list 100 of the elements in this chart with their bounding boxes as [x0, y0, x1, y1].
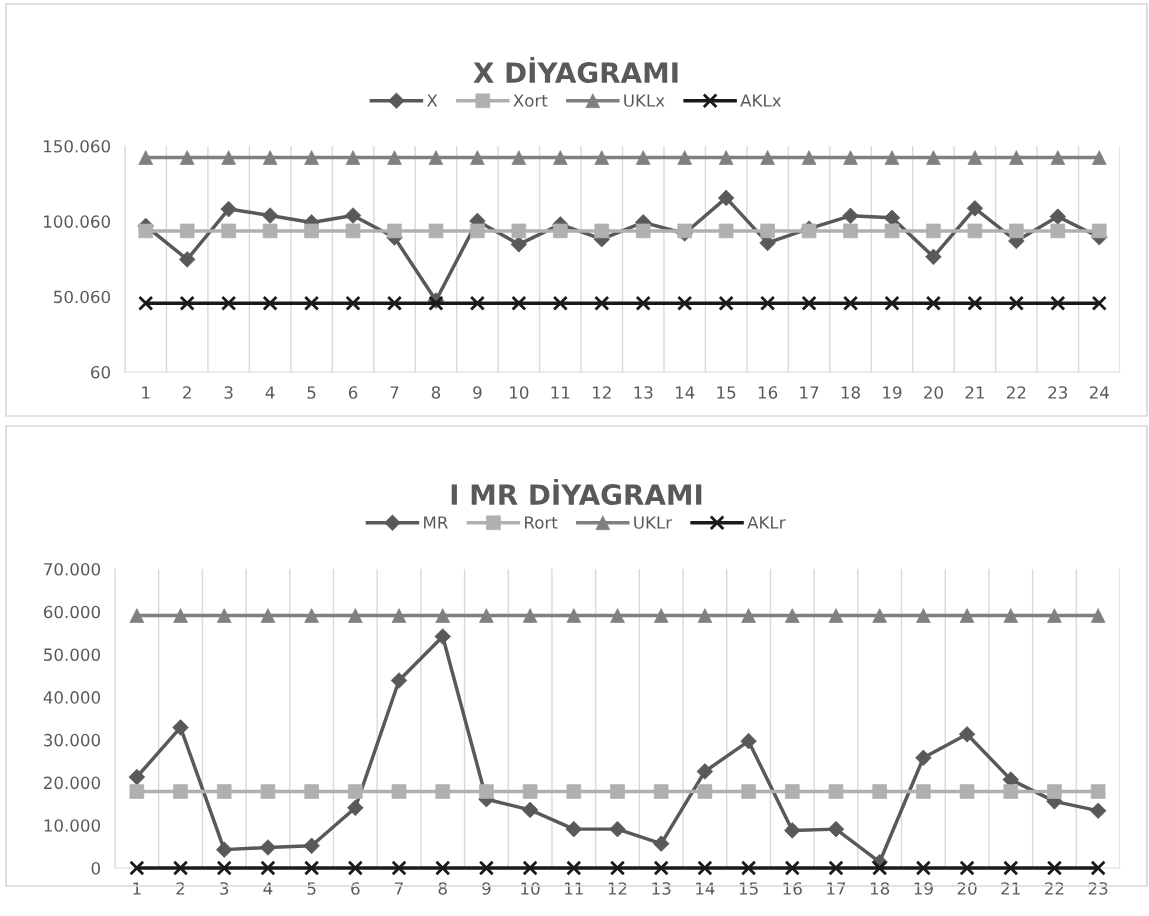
x-tick-label: 21: [1001, 882, 1020, 895]
point: [303, 837, 320, 854]
point: [179, 295, 195, 311]
y-tick-label: 20.000: [44, 776, 100, 790]
point: [759, 295, 776, 311]
y-tick-label: 150.060: [44, 139, 110, 153]
y-tick-label: 70.000: [44, 562, 100, 576]
x-tick-label: 20: [924, 386, 943, 399]
point: [138, 223, 154, 239]
point: [1003, 860, 1019, 876]
point: [884, 295, 900, 311]
point: [916, 608, 931, 623]
x-tick-label: 2: [183, 386, 191, 399]
x-tick-label: 4: [263, 882, 273, 895]
point: [262, 295, 278, 311]
x-tick-label: 22: [1006, 386, 1026, 399]
x-tick-label: 19: [883, 386, 902, 399]
point: [386, 295, 403, 311]
point: [609, 820, 626, 838]
point: [718, 295, 734, 311]
point: [842, 295, 859, 311]
point: [303, 295, 320, 311]
point: [959, 860, 975, 876]
point: [428, 223, 444, 239]
point: [221, 295, 237, 311]
x-tick-label: 7: [390, 386, 399, 399]
x-tick-label: 6: [351, 882, 360, 895]
x-tick-label: 12: [593, 386, 611, 399]
point: [697, 860, 713, 876]
point: [391, 860, 407, 876]
point: [1050, 223, 1066, 239]
point: [511, 223, 527, 239]
point: [760, 223, 775, 239]
y-tick-label: 100.060: [44, 215, 110, 228]
point: [915, 860, 932, 876]
point: [801, 295, 817, 311]
point: [925, 295, 942, 311]
point: [435, 860, 451, 876]
point: [390, 672, 408, 689]
x-tick-label: 24: [1089, 386, 1109, 399]
point: [842, 207, 859, 225]
x-tick-label: 11: [551, 386, 570, 399]
point: [828, 860, 844, 876]
point: [344, 207, 362, 224]
point: [221, 223, 236, 239]
y-tick-label: 50.000: [44, 648, 100, 661]
point: [1090, 860, 1106, 876]
x-tick-label: 15: [739, 882, 758, 895]
point: [522, 608, 538, 623]
x-tick-label: 13: [652, 882, 671, 895]
point: [345, 295, 361, 311]
point: [1050, 295, 1066, 311]
x-tick-label: 10: [510, 386, 529, 399]
x-tick-label: 6: [348, 386, 358, 399]
x-tick-label: 21: [965, 386, 984, 399]
x-tick-label: 22: [1045, 882, 1064, 895]
point: [696, 763, 714, 780]
y-tick-label: 30.000: [44, 733, 100, 747]
x-tick-label: 9: [482, 882, 491, 895]
y-tick-label: 50.060: [54, 290, 110, 304]
y-tick-label: 0: [91, 861, 100, 875]
chart-title: X DİYAGRAMI: [473, 56, 678, 84]
x-tick-label: 9: [473, 386, 482, 399]
point: [609, 860, 626, 876]
legend-label: MR: [424, 516, 448, 529]
point: [172, 860, 189, 876]
x-tick-label: 23: [1088, 882, 1108, 895]
x-tick-label: 1: [142, 386, 150, 399]
legend-label: X: [426, 94, 438, 107]
point: [741, 608, 756, 623]
point: [872, 860, 888, 876]
point: [1091, 295, 1107, 311]
x-tick-label: 14: [675, 386, 695, 399]
chart-title: I MR DİYAGRAMI: [451, 478, 702, 506]
y-tick-label: 60: [91, 365, 110, 379]
point: [478, 860, 495, 876]
point: [435, 608, 451, 623]
y-tick-label: 10.000: [44, 819, 100, 832]
point: [653, 860, 669, 876]
point: [347, 860, 363, 876]
x-tick-label: 3: [224, 386, 233, 399]
point: [522, 860, 538, 876]
point: [635, 295, 651, 311]
point: [129, 860, 145, 876]
x-tick-label: 20: [957, 882, 977, 895]
x-tick-label: 5: [307, 882, 316, 895]
legend-label: UKLx: [624, 94, 665, 107]
point: [511, 295, 527, 311]
point: [740, 860, 757, 876]
point: [510, 236, 528, 253]
x-tick-label: 11: [565, 882, 583, 895]
legend-label: UKLr: [634, 516, 673, 529]
point: [138, 295, 154, 311]
x-tick-label: 2: [176, 882, 185, 895]
point: [304, 223, 319, 239]
x-tick-label: 10: [521, 882, 540, 895]
x-tick-label: 13: [634, 386, 653, 399]
point: [966, 200, 984, 217]
point: [469, 295, 486, 311]
point: [552, 295, 568, 311]
